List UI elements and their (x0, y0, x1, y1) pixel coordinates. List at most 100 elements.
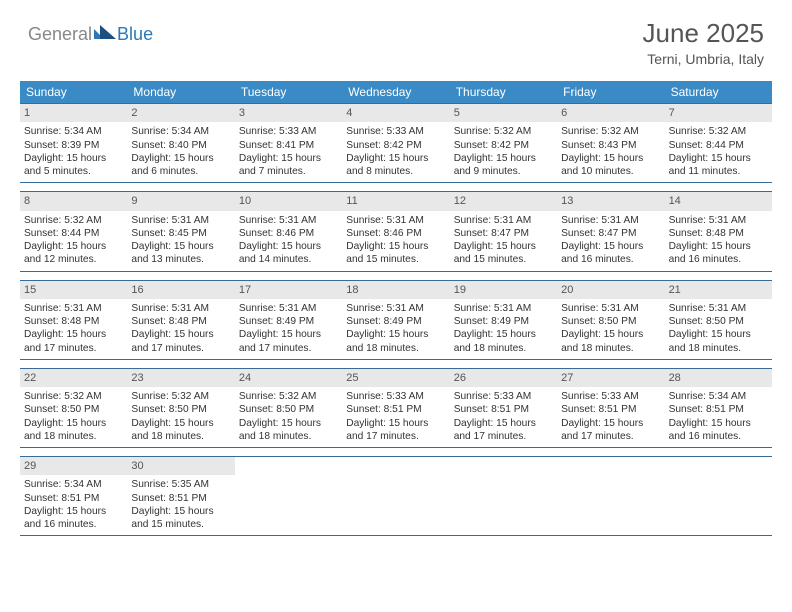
day-cell: 20Sunrise: 5:31 AMSunset: 8:50 PMDayligh… (557, 281, 664, 359)
week-row: 22Sunrise: 5:32 AMSunset: 8:50 PMDayligh… (20, 368, 772, 448)
day-daylight: Daylight: 15 hours and 18 minutes. (24, 417, 123, 444)
day-sunset: Sunset: 8:43 PM (561, 139, 660, 152)
day-daylight: Daylight: 15 hours and 15 minutes. (454, 240, 553, 267)
day-daylight: Daylight: 15 hours and 18 minutes. (561, 328, 660, 355)
day-sunrise: Sunrise: 5:31 AM (454, 302, 553, 315)
day-number: 30 (127, 457, 234, 475)
day-sunrise: Sunrise: 5:33 AM (454, 390, 553, 403)
day-sunrise: Sunrise: 5:32 AM (454, 125, 553, 138)
day-sunrise: Sunrise: 5:34 AM (24, 478, 123, 491)
day-sunrise: Sunrise: 5:31 AM (669, 302, 768, 315)
day-sunset: Sunset: 8:44 PM (24, 227, 123, 240)
day-cell: 24Sunrise: 5:32 AMSunset: 8:50 PMDayligh… (235, 369, 342, 447)
day-cell: 4Sunrise: 5:33 AMSunset: 8:42 PMDaylight… (342, 104, 449, 182)
week-row: 1Sunrise: 5:34 AMSunset: 8:39 PMDaylight… (20, 103, 772, 183)
day-cell: 25Sunrise: 5:33 AMSunset: 8:51 PMDayligh… (342, 369, 449, 447)
day-number: 26 (450, 369, 557, 387)
day-cell: 16Sunrise: 5:31 AMSunset: 8:48 PMDayligh… (127, 281, 234, 359)
day-sunset: Sunset: 8:44 PM (669, 139, 768, 152)
calendar: Sunday Monday Tuesday Wednesday Thursday… (20, 81, 772, 536)
day-number: 19 (450, 281, 557, 299)
day-cell: 10Sunrise: 5:31 AMSunset: 8:46 PMDayligh… (235, 192, 342, 270)
day-number: 3 (235, 104, 342, 122)
weekday-header-row: Sunday Monday Tuesday Wednesday Thursday… (20, 81, 772, 103)
day-daylight: Daylight: 15 hours and 18 minutes. (454, 328, 553, 355)
day-sunset: Sunset: 8:50 PM (239, 403, 338, 416)
day-daylight: Daylight: 15 hours and 17 minutes. (561, 417, 660, 444)
week-row: 29Sunrise: 5:34 AMSunset: 8:51 PMDayligh… (20, 456, 772, 536)
day-cell: 30Sunrise: 5:35 AMSunset: 8:51 PMDayligh… (127, 457, 234, 535)
day-sunrise: Sunrise: 5:31 AM (346, 302, 445, 315)
day-sunset: Sunset: 8:42 PM (346, 139, 445, 152)
day-daylight: Daylight: 15 hours and 14 minutes. (239, 240, 338, 267)
day-sunrise: Sunrise: 5:31 AM (561, 214, 660, 227)
day-number: 16 (127, 281, 234, 299)
day-daylight: Daylight: 15 hours and 18 minutes. (346, 328, 445, 355)
day-number: 22 (20, 369, 127, 387)
day-number: 7 (665, 104, 772, 122)
day-sunset: Sunset: 8:50 PM (669, 315, 768, 328)
day-cell: 15Sunrise: 5:31 AMSunset: 8:48 PMDayligh… (20, 281, 127, 359)
day-sunset: Sunset: 8:41 PM (239, 139, 338, 152)
day-number: 8 (20, 192, 127, 210)
day-cell: 5Sunrise: 5:32 AMSunset: 8:42 PMDaylight… (450, 104, 557, 182)
day-sunset: Sunset: 8:50 PM (561, 315, 660, 328)
day-sunset: Sunset: 8:51 PM (24, 492, 123, 505)
day-number: 24 (235, 369, 342, 387)
day-sunrise: Sunrise: 5:31 AM (131, 302, 230, 315)
weekday-header: Thursday (450, 81, 557, 103)
day-sunset: Sunset: 8:49 PM (346, 315, 445, 328)
day-daylight: Daylight: 15 hours and 17 minutes. (239, 328, 338, 355)
day-daylight: Daylight: 15 hours and 8 minutes. (346, 152, 445, 179)
day-number: 12 (450, 192, 557, 210)
day-daylight: Daylight: 15 hours and 16 minutes. (669, 240, 768, 267)
day-daylight: Daylight: 15 hours and 13 minutes. (131, 240, 230, 267)
day-daylight: Daylight: 15 hours and 5 minutes. (24, 152, 123, 179)
logo-mark-icon (94, 25, 116, 39)
week-row: 15Sunrise: 5:31 AMSunset: 8:48 PMDayligh… (20, 280, 772, 360)
weekday-header: Saturday (665, 81, 772, 103)
day-daylight: Daylight: 15 hours and 15 minutes. (346, 240, 445, 267)
day-number: 21 (665, 281, 772, 299)
day-daylight: Daylight: 15 hours and 17 minutes. (454, 417, 553, 444)
day-sunrise: Sunrise: 5:32 AM (561, 125, 660, 138)
day-sunrise: Sunrise: 5:33 AM (346, 125, 445, 138)
day-sunrise: Sunrise: 5:33 AM (346, 390, 445, 403)
day-sunrise: Sunrise: 5:32 AM (669, 125, 768, 138)
day-daylight: Daylight: 15 hours and 18 minutes. (131, 417, 230, 444)
day-sunrise: Sunrise: 5:31 AM (561, 302, 660, 315)
day-sunset: Sunset: 8:45 PM (131, 227, 230, 240)
day-sunrise: Sunrise: 5:31 AM (24, 302, 123, 315)
day-sunset: Sunset: 8:48 PM (24, 315, 123, 328)
day-cell: 1Sunrise: 5:34 AMSunset: 8:39 PMDaylight… (20, 104, 127, 182)
day-sunrise: Sunrise: 5:34 AM (24, 125, 123, 138)
day-sunset: Sunset: 8:47 PM (561, 227, 660, 240)
day-number: 6 (557, 104, 664, 122)
day-number: 29 (20, 457, 127, 475)
day-number: 13 (557, 192, 664, 210)
day-sunrise: Sunrise: 5:31 AM (346, 214, 445, 227)
day-cell (665, 457, 772, 535)
day-sunrise: Sunrise: 5:32 AM (24, 214, 123, 227)
day-cell: 9Sunrise: 5:31 AMSunset: 8:45 PMDaylight… (127, 192, 234, 270)
day-daylight: Daylight: 15 hours and 16 minutes. (669, 417, 768, 444)
day-sunrise: Sunrise: 5:31 AM (454, 214, 553, 227)
week-row: 8 Sunrise: 5:32 AMSunset: 8:44 PM Daylight… (20, 191, 772, 271)
day-cell: 3Sunrise: 5:33 AMSunset: 8:41 PMDaylight… (235, 104, 342, 182)
day-sunset: Sunset: 8:40 PM (131, 139, 230, 152)
day-number: 25 (342, 369, 449, 387)
day-sunset: Sunset: 8:46 PM (239, 227, 338, 240)
day-daylight: Daylight: 15 hours and 7 minutes. (239, 152, 338, 179)
day-cell: 11Sunrise: 5:31 AMSunset: 8:46 PMDayligh… (342, 192, 449, 270)
day-cell: 12Sunrise: 5:31 AMSunset: 8:47 PMDayligh… (450, 192, 557, 270)
day-sunrise: Sunrise: 5:35 AM (131, 478, 230, 491)
day-sunset: Sunset: 8:50 PM (131, 403, 230, 416)
day-cell: 13Sunrise: 5:31 AMSunset: 8:47 PMDayligh… (557, 192, 664, 270)
day-cell: 22Sunrise: 5:32 AMSunset: 8:50 PMDayligh… (20, 369, 127, 447)
day-sunrise: Sunrise: 5:34 AM (131, 125, 230, 138)
day-cell: 8Sunrise: 5:32 AMSunset: 8:44 PMDaylight… (20, 192, 127, 270)
day-sunset: Sunset: 8:39 PM (24, 139, 123, 152)
day-sunset: Sunset: 8:50 PM (24, 403, 123, 416)
weekday-header: Monday (127, 81, 234, 103)
logo-text-general: General (28, 24, 92, 45)
